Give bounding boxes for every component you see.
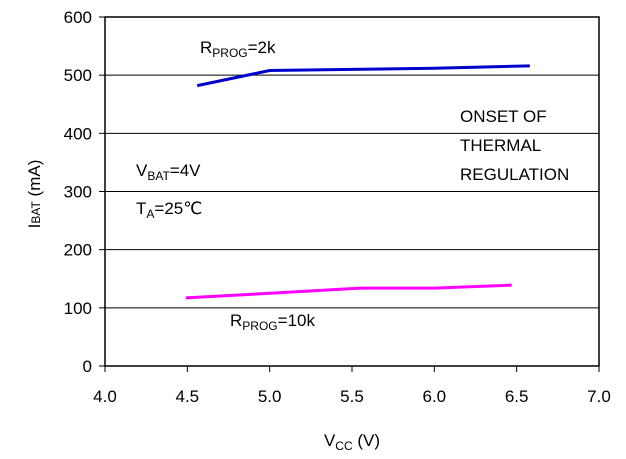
vbat-annotation-sub: BAT [147, 169, 170, 183]
x-tick-label-6.5: 6.5 [505, 387, 529, 406]
y-tick-label-200: 200 [64, 241, 92, 260]
series-lines [185, 64, 530, 300]
ta-annotation-rest: =25℃ [154, 199, 202, 218]
x-tick-label-5.0: 5.0 [258, 387, 282, 406]
vbat-annotation-main: V [136, 161, 148, 180]
onset-annotation-line-2: THERMAL [460, 136, 541, 155]
x-tick-label-7.0: 7.0 [587, 387, 611, 406]
series-line-1 [185, 283, 512, 300]
onset-annotation-line-3: REGULATION [460, 165, 569, 184]
series-label-10k-rest: =10k [278, 311, 316, 330]
y-tick-label-600: 600 [64, 8, 92, 27]
series-line-0 [196, 64, 530, 88]
vbat-annotation: VBAT=4V [136, 161, 201, 183]
x-tick-label-5.5: 5.5 [340, 387, 364, 406]
vbat-annotation-rest: =4V [170, 161, 201, 180]
onset-annotation-line-1: ONSET OF [460, 107, 547, 126]
y-tick-label-100: 100 [64, 299, 92, 318]
series-label-2k-rest: =2k [248, 38, 276, 57]
ta-annotation: TA=25℃ [136, 199, 202, 221]
series-label-10k-sub: PROG [242, 319, 277, 333]
y-tick-label-0: 0 [83, 357, 92, 376]
series-label-10k: RPROG=10k [230, 311, 315, 333]
series-label-10k-main: R [230, 311, 242, 330]
x-axis-label-main: V [324, 431, 336, 450]
y-tick-label-400: 400 [64, 124, 92, 143]
x-tick-label-6.0: 6.0 [423, 387, 447, 406]
x-tick-label-4.0: 4.0 [93, 387, 117, 406]
x-axis-label-sub: CC [335, 439, 353, 453]
x-axis-label: VCC (V) [324, 431, 380, 453]
y-tick-label-500: 500 [64, 66, 92, 85]
series-label-2k-sub: PROG [212, 46, 247, 60]
axis-ticks: 0 100 200 300 400 500 600 4.0 4.5 5.0 5.5 6.0 6.5 7.0 [64, 8, 611, 406]
x-tick-label-4.5: 4.5 [176, 387, 200, 406]
series-label-2k-main: R [200, 38, 212, 57]
ta-annotation-sub: A [146, 207, 154, 221]
y-axis-label-rest: (mA) [25, 160, 44, 202]
y-axis-label-main: I [25, 224, 44, 229]
x-axis-label-rest: (V) [353, 431, 380, 450]
y-tick-label-300: 300 [64, 183, 92, 202]
ta-annotation-main: T [136, 199, 146, 218]
y-axis-label: IBAT (mA) [25, 160, 44, 229]
y-axis-label-sub: BAT [29, 201, 43, 224]
series-label-2k: RPROG=2k [200, 38, 276, 60]
